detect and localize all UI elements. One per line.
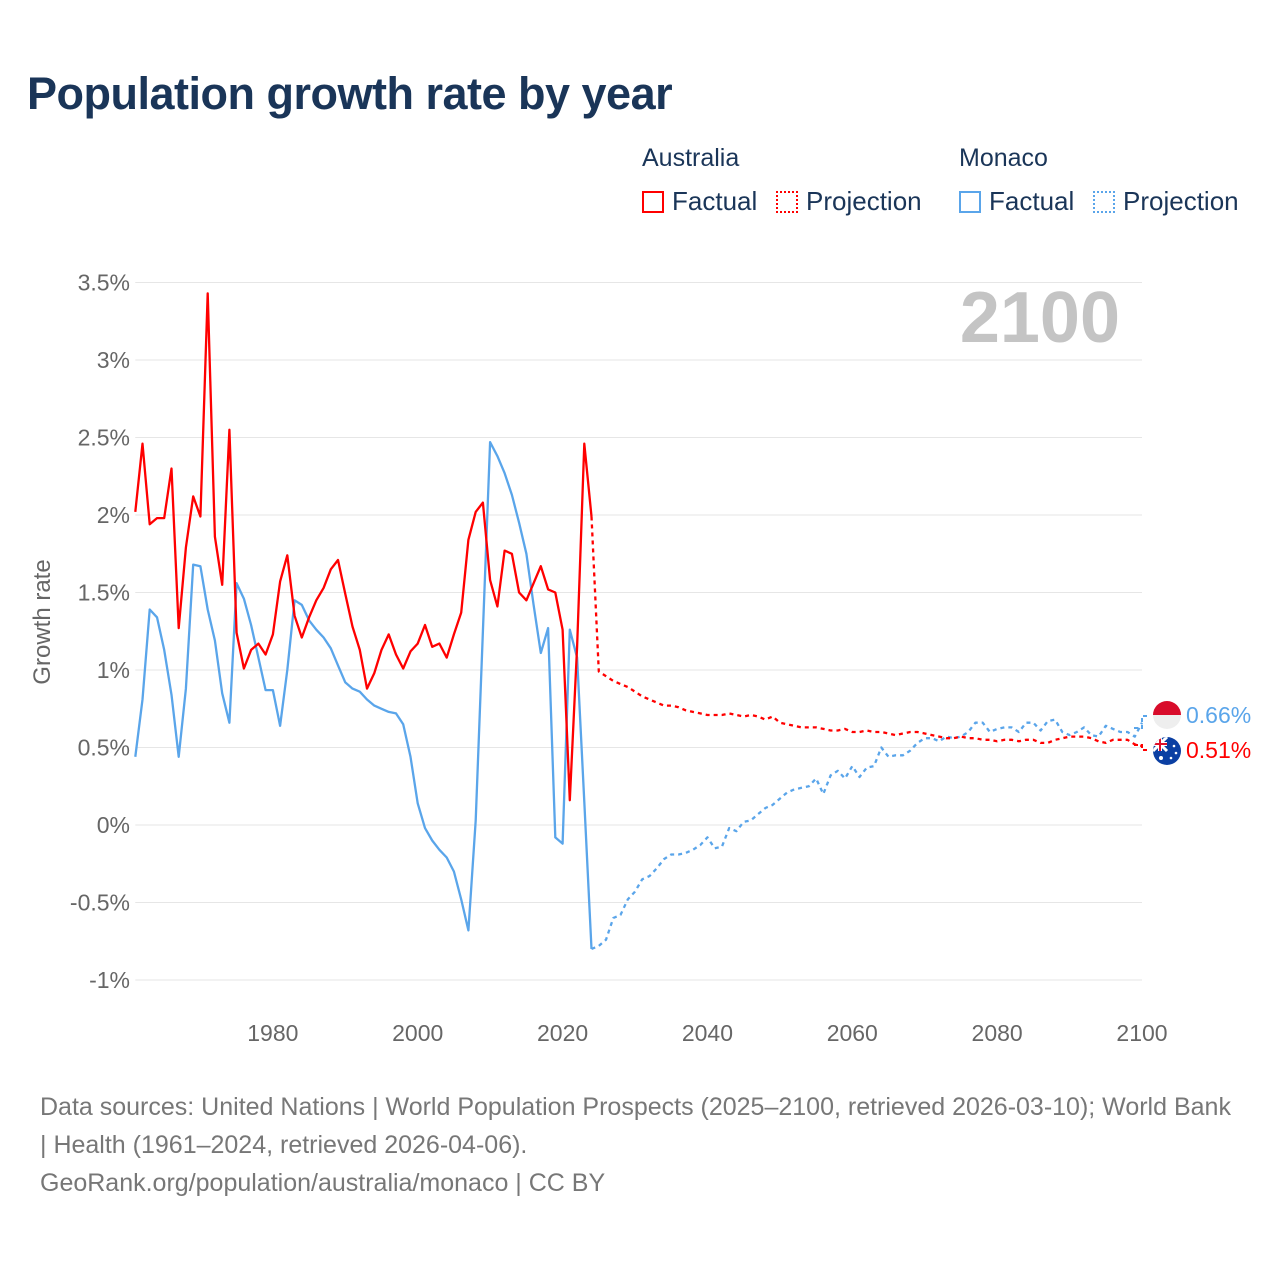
legend-monaco-title: Monaco xyxy=(959,144,1048,172)
australia-factual-line xyxy=(134,292,593,802)
x-tick-label: 2080 xyxy=(972,1020,1023,1046)
y-tick-label: 0% xyxy=(97,812,130,838)
x-tick-label: 2020 xyxy=(537,1020,588,1046)
y-tick-label: 0.5% xyxy=(78,735,130,761)
legend-australia-factual[interactable]: Factual xyxy=(642,186,757,217)
monaco-projection-line xyxy=(591,718,1144,951)
footer: Data sources: United Nations | World Pop… xyxy=(40,1088,1240,1202)
dotted-swatch-icon xyxy=(1093,190,1115,213)
y-tick-label: 1.5% xyxy=(78,580,130,606)
australia-end-connector xyxy=(1134,744,1150,751)
legend-label: Projection xyxy=(806,186,922,216)
y-axis-label: Growth rate xyxy=(29,559,56,684)
legend-monaco-factual[interactable]: Factual xyxy=(959,186,1074,217)
australia-projection-line xyxy=(590,516,1143,748)
monaco-end-value: 0.66% xyxy=(1186,702,1251,728)
legend-australia-projection[interactable]: Projection xyxy=(776,186,922,217)
legend-label: Projection xyxy=(1123,186,1239,216)
x-tick-label: 2060 xyxy=(827,1020,878,1046)
legend-label: Factual xyxy=(672,186,758,216)
solid-swatch-icon xyxy=(959,190,981,213)
x-tick-label: 2100 xyxy=(1116,1020,1167,1046)
y-tick-label: 1% xyxy=(97,657,130,683)
legend-monaco-projection[interactable]: Projection xyxy=(1093,186,1239,217)
monaco-end-connector xyxy=(1134,715,1150,729)
y-tick-label: 2.5% xyxy=(78,425,130,451)
legend-label: Factual xyxy=(989,186,1075,216)
australia-end-value: 0.51% xyxy=(1186,737,1251,763)
y-tick-label: 3% xyxy=(97,347,130,373)
monaco-factual-line xyxy=(134,440,593,950)
monaco-flag-icon xyxy=(1153,701,1181,729)
legend-australia-title: Australia xyxy=(642,144,740,172)
year-display: 2100 xyxy=(960,278,1120,358)
australia-flag-icon xyxy=(1153,737,1181,765)
dotted-swatch-icon xyxy=(776,190,798,213)
x-tick-label: 2040 xyxy=(682,1020,733,1046)
credit-link[interactable]: GeoRank.org/population/australia/monaco … xyxy=(40,1169,606,1197)
y-tick-label: 3.5% xyxy=(78,270,130,296)
solid-swatch-icon xyxy=(642,190,664,213)
x-tick-label: 2000 xyxy=(392,1020,443,1046)
data-sources: Data sources: United Nations | World Pop… xyxy=(40,1093,1231,1159)
x-tick-label: 1980 xyxy=(247,1020,298,1046)
y-tick-label: 2% xyxy=(97,502,130,528)
y-tick-label: -0.5% xyxy=(70,890,130,916)
chart-title: Population growth rate by year xyxy=(27,68,673,119)
y-tick-label: -1% xyxy=(89,967,130,993)
